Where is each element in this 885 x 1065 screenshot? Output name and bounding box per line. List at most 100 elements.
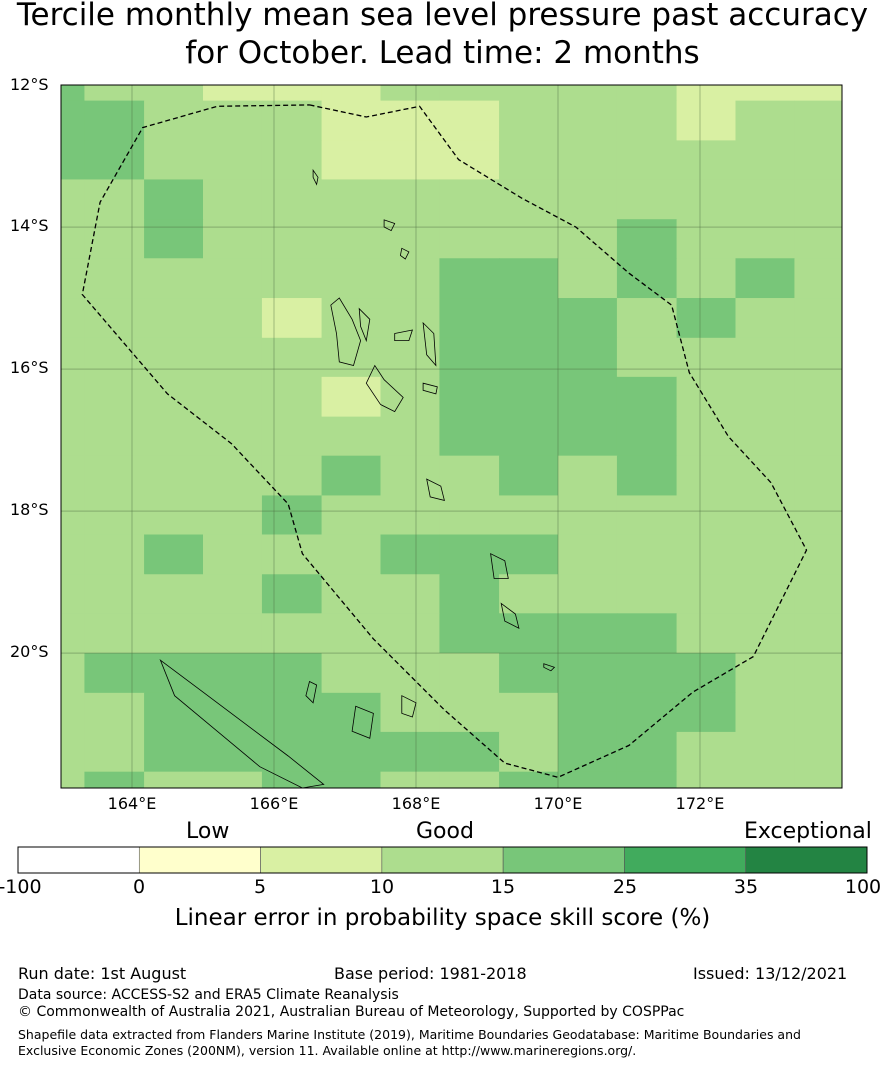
grid-cell <box>321 653 381 694</box>
grid-cell <box>616 574 678 614</box>
grid-cell <box>794 574 843 614</box>
grid-cell <box>558 574 618 614</box>
issued-date: Issued: 13/12/2021 <box>693 964 848 983</box>
grid-cell <box>203 100 263 141</box>
grid-cell <box>144 298 204 339</box>
island-outline <box>305 680 318 704</box>
island-outline <box>330 297 362 366</box>
colorbar-tick: 35 <box>733 876 759 898</box>
grid-cell <box>380 574 440 614</box>
grid-cell <box>439 653 500 694</box>
grid-cell <box>499 574 559 614</box>
grid-cell <box>144 258 204 299</box>
grid-cell <box>616 416 678 457</box>
grid-cell <box>203 140 263 180</box>
grid-cell <box>794 771 843 789</box>
grid-cell <box>321 455 381 496</box>
grid-cell <box>499 692 559 733</box>
grid-cell <box>84 258 145 299</box>
grid-cell <box>439 692 500 733</box>
grid-cell <box>558 298 618 339</box>
grid-cell <box>616 100 678 141</box>
grid-cell <box>794 337 843 378</box>
grid-cell <box>676 258 736 299</box>
grid-cell <box>558 140 618 180</box>
grid-cell <box>439 771 500 789</box>
grid-cell <box>499 298 559 339</box>
grid-cell <box>61 258 85 299</box>
grid-cell <box>203 455 263 496</box>
grid-cell <box>321 534 381 575</box>
lon-label-168e: 168°E <box>391 794 441 813</box>
grid-cell <box>144 179 204 220</box>
colorbar-tick: -100 <box>0 876 42 898</box>
grid-cell <box>61 534 85 575</box>
data-source: Data source: ACCESS-S2 and ERA5 Climate … <box>18 987 399 1003</box>
grid-cell <box>735 258 795 299</box>
island-outline <box>543 663 556 672</box>
grid-cell <box>676 653 736 694</box>
grid-cell <box>203 298 263 339</box>
lat-label-18s: 18°S <box>10 500 49 519</box>
grid-cell <box>439 219 500 259</box>
grid-cell <box>439 100 500 141</box>
island-outline <box>312 168 319 186</box>
grid-cell <box>203 219 263 259</box>
grid-cell <box>144 140 204 180</box>
grid-cell <box>144 100 204 141</box>
grid-cell <box>439 376 500 418</box>
colorbar-tick: 15 <box>490 876 516 898</box>
grid-cell <box>439 258 500 299</box>
lat-label-20s: 20°S <box>10 642 49 661</box>
map-title: Tercile monthly mean sea level pressure … <box>16 0 869 71</box>
category-good: Good <box>416 819 474 844</box>
grid-cell <box>144 495 204 535</box>
island-outline <box>383 219 396 232</box>
colorbar-tick: 5 <box>253 876 267 898</box>
grid-cell <box>84 692 145 733</box>
lon-label-166e: 166°E <box>249 794 299 813</box>
grid-cell <box>735 731 795 773</box>
grid-cell <box>144 85 204 102</box>
map-frame <box>60 84 843 789</box>
grid-cell <box>794 258 843 299</box>
grid-cell <box>261 219 323 259</box>
grid-cell <box>84 495 145 535</box>
grid-cell <box>735 692 795 733</box>
grid-cell <box>144 534 204 575</box>
run-date: Run date: 1st August <box>18 964 187 983</box>
grid-cell <box>616 455 678 496</box>
grid-cell <box>84 613 145 654</box>
grid-cell <box>380 653 440 694</box>
grid-cell <box>676 337 736 378</box>
grid-cell <box>499 455 559 496</box>
grid-cell <box>676 574 736 614</box>
grid-cell <box>616 298 678 339</box>
grid-cell <box>61 337 85 378</box>
grid-cell <box>735 219 795 259</box>
grid-cell <box>380 337 440 378</box>
grid-cell <box>676 692 736 733</box>
grid-cell <box>61 376 85 418</box>
island-outline <box>399 247 410 260</box>
colorbar-tick: 25 <box>612 876 638 898</box>
grid-cell <box>735 771 795 789</box>
grid-cell <box>499 495 559 535</box>
grid-cell <box>144 574 204 614</box>
island-outline <box>426 478 445 501</box>
grid-cell <box>616 692 678 733</box>
grid-cell <box>144 731 204 773</box>
grid-cell <box>321 731 381 773</box>
grid-cell <box>61 298 85 339</box>
grid-cell <box>558 534 618 575</box>
grid-cell <box>321 337 381 378</box>
grid-cell <box>676 85 736 102</box>
grid-cell <box>261 140 323 180</box>
grid-cell <box>84 219 145 259</box>
island-outline <box>351 705 374 739</box>
island-outline <box>500 602 520 629</box>
skill-grid <box>61 85 843 789</box>
lon-label-170e: 170°E <box>533 794 583 813</box>
grid-cell <box>144 337 204 378</box>
grid-cell <box>203 495 263 535</box>
